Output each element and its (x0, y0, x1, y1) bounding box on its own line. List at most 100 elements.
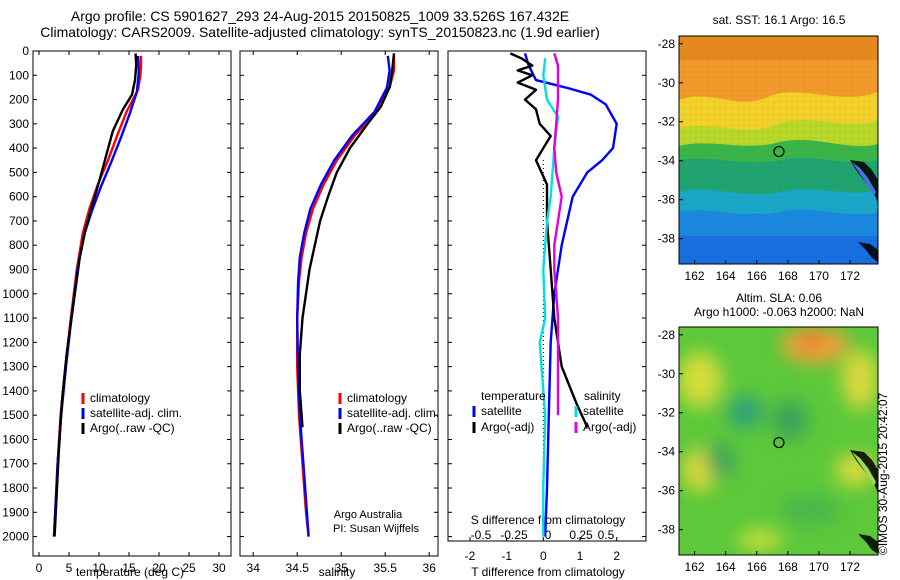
y-tick-label: 1900 (2, 505, 29, 519)
y-tick-label: 1800 (2, 481, 29, 495)
map-y-tick-label: -36 (658, 484, 676, 498)
map-x-tick-label: 172 (840, 560, 860, 574)
salinity-xlabel: salinity (319, 565, 356, 579)
y-tick-label: 900 (9, 263, 29, 277)
y-tick-label: 400 (9, 141, 29, 155)
s-tick-label: 0 (545, 528, 552, 542)
legend-item: Argo(..raw -QC) (347, 421, 432, 435)
series-s-satellite (538, 58, 560, 537)
legend-item: Argo(..raw -QC) (90, 421, 175, 435)
x-tick-label: 15 (122, 561, 136, 575)
legend-temperature-title: temperature (481, 389, 546, 403)
y-tick-label: 1400 (2, 384, 29, 398)
series-s-argo-adj- (553, 53, 563, 416)
legend-item: satellite (481, 404, 522, 418)
y-tick-label: 0 (22, 44, 29, 58)
y-tick-label: 700 (9, 214, 29, 228)
map-y-tick-label: -32 (658, 115, 676, 129)
argo-position-marker (773, 145, 785, 158)
s-tick-label: -0.5 (471, 528, 492, 542)
argo-australia-label: Argo Australia (334, 509, 403, 521)
map-x-tick-label: 164 (716, 560, 736, 574)
sla-map-panel: Altim. SLA: 0.06 Argo h1000: -0.063 h200… (658, 291, 879, 574)
temperature-axes-frame (32, 50, 232, 557)
map-y-tick-label: -34 (658, 154, 676, 168)
y-tick-label: 500 (9, 165, 29, 179)
legend-item: Argo(-adj) (481, 420, 534, 434)
y-tick-label: 800 (9, 238, 29, 252)
s-tick-label: 0.5 (598, 528, 615, 542)
legend-item: satellite (583, 404, 624, 418)
y-tick-label: 100 (9, 68, 29, 82)
legend-item: satellite-adj. clim. (347, 406, 439, 420)
x-tick-label: 30 (212, 561, 226, 575)
map-x-tick-label: 170 (809, 269, 829, 283)
y-tick-label: 2000 (2, 530, 29, 544)
map-x-tick-label: 166 (747, 269, 767, 283)
map-y-tick-label: -34 (658, 445, 676, 459)
x-tick-label: 20 (152, 561, 166, 575)
y-tick-label: 1300 (2, 360, 29, 374)
map-y-tick-label: -30 (658, 367, 676, 381)
x-tick-label: 34 (247, 561, 261, 575)
map-x-tick-label: 166 (747, 560, 767, 574)
series-satellite-adj-clim- (296, 55, 391, 537)
map-x-tick-label: 168 (778, 560, 798, 574)
x-tick-label: -1 (501, 549, 512, 563)
salinity-panel: salinity Argo Australia PI: Susan Wijffe… (239, 50, 439, 579)
sla-map-frame (678, 326, 879, 556)
map-y-tick-label: -36 (658, 193, 676, 207)
imos-timestamp: ©IMOS 30-Aug-2015 20:42:07 (876, 392, 890, 555)
sst-map-panel: sat. SST: 16.1 Argo: 16.5 162 164 166 168 17… (658, 13, 879, 283)
y-tick-label: 1700 (2, 457, 29, 471)
y-tick-label: 1100 (3, 311, 29, 325)
plot-title-line1: Argo profile: CS 5901627_293 24-Aug-2015… (70, 8, 570, 24)
x-tick-label: 1 (577, 549, 584, 563)
series-argo-raw-qc- (53, 53, 138, 537)
y-tick-label: 300 (9, 117, 29, 131)
t-difference-label: T difference from climatology (471, 565, 625, 579)
y-tick-label: 1600 (2, 432, 29, 446)
s-difference-label: S difference from climatology (471, 513, 626, 527)
map-x-tick-label: 170 (809, 560, 829, 574)
map-x-tick-label: 162 (685, 560, 705, 574)
map-y-tick-label: -28 (658, 37, 676, 51)
s-tick-label: -0.25 (500, 528, 528, 542)
x-tick-label: 34.5 (286, 561, 310, 575)
map-x-tick-label: 164 (716, 269, 736, 283)
map-y-tick-label: -30 (658, 76, 676, 90)
x-tick-label: 2 (613, 549, 620, 563)
y-tick-label: 200 (9, 93, 29, 107)
sla-heatmap (679, 327, 878, 555)
x-tick-label: 10 (92, 561, 106, 575)
x-tick-label: 25 (182, 561, 196, 575)
x-tick-label: 0 (540, 549, 547, 563)
x-tick-label: 35 (335, 561, 349, 575)
legend-item: climatology (90, 391, 150, 405)
legend-item: Argo(-adj) (583, 420, 636, 434)
y-tick-label: 1500 (2, 408, 29, 422)
y-tick-label: 600 (9, 190, 29, 204)
sst-map-title: sat. SST: 16.1 Argo: 16.5 (713, 13, 846, 27)
x-tick-label: 35.5 (374, 561, 398, 575)
y-tick-label: 1000 (2, 287, 29, 301)
x-tick-label: -2 (465, 549, 476, 563)
s-tick-label: 0.25 (569, 528, 593, 542)
temperature-panel: temperature (deg C) 01002003004005006007… (2, 44, 232, 579)
plot-title-line2: Climatology: CARS2009. Satellite-adjuste… (40, 24, 600, 40)
series-t-satellite (523, 53, 618, 537)
map-x-tick-label: 162 (685, 269, 705, 283)
difference-panel: S difference from climatology T differen… (447, 50, 647, 579)
series-t-argo-adj- (509, 52, 589, 428)
x-tick-label: 0 (36, 561, 43, 575)
sla-title-line1: Altim. SLA: 0.06 (736, 291, 822, 305)
series-argo-raw-qc- (298, 53, 396, 428)
sst-map-frame (678, 35, 879, 265)
map-y-tick-label: -38 (658, 523, 676, 537)
map-y-tick-label: -28 (658, 328, 676, 342)
x-tick-label: 5 (66, 561, 73, 575)
pi-label: PI: Susan Wijffels (333, 523, 419, 535)
sst-heatmap (679, 36, 878, 264)
argo-position-marker (773, 436, 785, 449)
map-y-tick-label: -38 (658, 232, 676, 246)
